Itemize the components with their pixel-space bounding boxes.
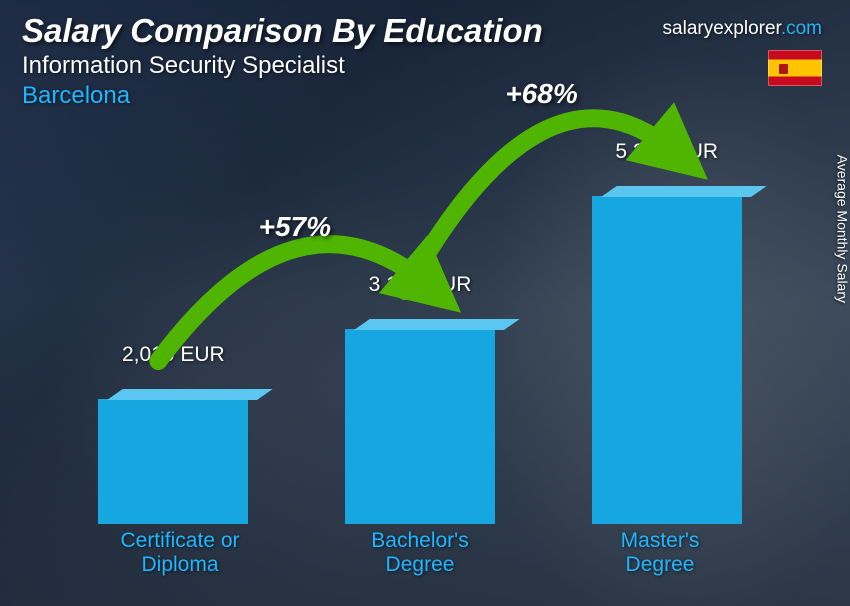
increase-arc [405,118,675,291]
increase-label: +68% [505,78,577,110]
arcs-layer [60,0,780,584]
increase-arc [158,244,428,361]
increase-label: +57% [259,211,331,243]
brand-suffix: .com [781,18,822,39]
y-axis-label: Average Monthly Salary [834,155,850,303]
bar-chart: 2,010 EUR3,150 EUR5,290 EUR Certificate … [60,140,780,584]
